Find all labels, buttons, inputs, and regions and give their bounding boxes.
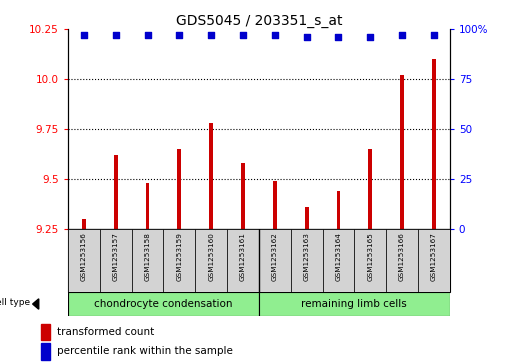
Bar (145, 183, 150, 229)
Point (239, 32, 247, 38)
Bar (323, 229, 355, 292)
Text: GSM1253159: GSM1253159 (176, 232, 183, 281)
Text: GSM1253165: GSM1253165 (367, 232, 373, 281)
Point (302, 34, 311, 40)
Point (366, 34, 374, 40)
Bar (273, 181, 277, 229)
Title: GDS5045 / 203351_s_at: GDS5045 / 203351_s_at (176, 14, 342, 28)
Point (111, 32, 120, 38)
Text: percentile rank within the sample: percentile rank within the sample (57, 346, 233, 356)
Bar (400, 75, 404, 229)
Bar (100, 229, 132, 292)
Bar (163, 229, 195, 292)
Bar (68, 229, 100, 292)
Bar (177, 149, 181, 229)
Bar (227, 229, 259, 292)
Point (398, 32, 406, 38)
Bar (209, 123, 213, 229)
Point (143, 32, 152, 38)
Text: GSM1253156: GSM1253156 (81, 232, 87, 281)
Text: remaining limb cells: remaining limb cells (301, 299, 407, 309)
Text: GSM1253167: GSM1253167 (431, 232, 437, 281)
Bar (41, 324, 50, 340)
Bar (355, 229, 386, 292)
Text: GSM1253166: GSM1253166 (399, 232, 405, 281)
Point (334, 34, 343, 40)
Polygon shape (32, 299, 39, 309)
Text: GSM1253160: GSM1253160 (208, 232, 214, 281)
Bar (368, 149, 372, 229)
Text: transformed count: transformed count (57, 327, 154, 337)
Bar (259, 292, 450, 316)
Bar (68, 292, 259, 316)
Bar (418, 229, 450, 292)
Text: GSM1253158: GSM1253158 (144, 232, 151, 281)
Text: GSM1253164: GSM1253164 (335, 232, 342, 281)
Text: GSM1253163: GSM1253163 (304, 232, 310, 281)
Bar (259, 229, 291, 292)
Text: chondrocyte condensation: chondrocyte condensation (94, 299, 233, 309)
Bar (114, 155, 118, 229)
Point (207, 32, 215, 38)
Bar (305, 207, 309, 229)
Bar (195, 229, 227, 292)
Bar (132, 229, 163, 292)
Text: GSM1253161: GSM1253161 (240, 232, 246, 281)
Bar (82, 219, 86, 229)
Bar (41, 343, 50, 359)
Point (270, 32, 279, 38)
Text: GSM1253157: GSM1253157 (113, 232, 119, 281)
Bar (336, 191, 340, 229)
Text: cell type: cell type (0, 298, 31, 307)
Text: GSM1253162: GSM1253162 (272, 232, 278, 281)
Bar (241, 163, 245, 229)
Point (430, 32, 438, 38)
Point (79, 32, 88, 38)
Bar (386, 229, 418, 292)
Bar (291, 229, 323, 292)
Point (175, 32, 184, 38)
Bar (432, 59, 436, 229)
